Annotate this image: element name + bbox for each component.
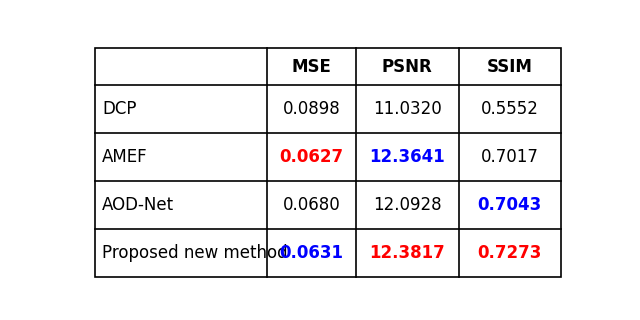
Text: AOD-Net: AOD-Net bbox=[102, 196, 175, 214]
Text: 0.0627: 0.0627 bbox=[280, 148, 344, 166]
Text: 0.0631: 0.0631 bbox=[280, 244, 344, 262]
Text: PSNR: PSNR bbox=[382, 58, 433, 76]
Text: 11.0320: 11.0320 bbox=[373, 100, 442, 118]
Text: 0.5552: 0.5552 bbox=[481, 100, 539, 118]
Text: 0.0680: 0.0680 bbox=[283, 196, 340, 214]
Text: 0.7017: 0.7017 bbox=[481, 148, 539, 166]
Text: 0.7273: 0.7273 bbox=[477, 244, 542, 262]
Text: 12.0928: 12.0928 bbox=[373, 196, 442, 214]
Text: DCP: DCP bbox=[102, 100, 137, 118]
Text: 12.3641: 12.3641 bbox=[369, 148, 445, 166]
Text: Proposed new method: Proposed new method bbox=[102, 244, 288, 262]
Text: 0.7043: 0.7043 bbox=[477, 196, 542, 214]
Text: MSE: MSE bbox=[292, 58, 332, 76]
Text: AMEF: AMEF bbox=[102, 148, 148, 166]
Text: SSIM: SSIM bbox=[487, 58, 532, 76]
Text: 12.3817: 12.3817 bbox=[369, 244, 445, 262]
Text: 0.0898: 0.0898 bbox=[283, 100, 340, 118]
